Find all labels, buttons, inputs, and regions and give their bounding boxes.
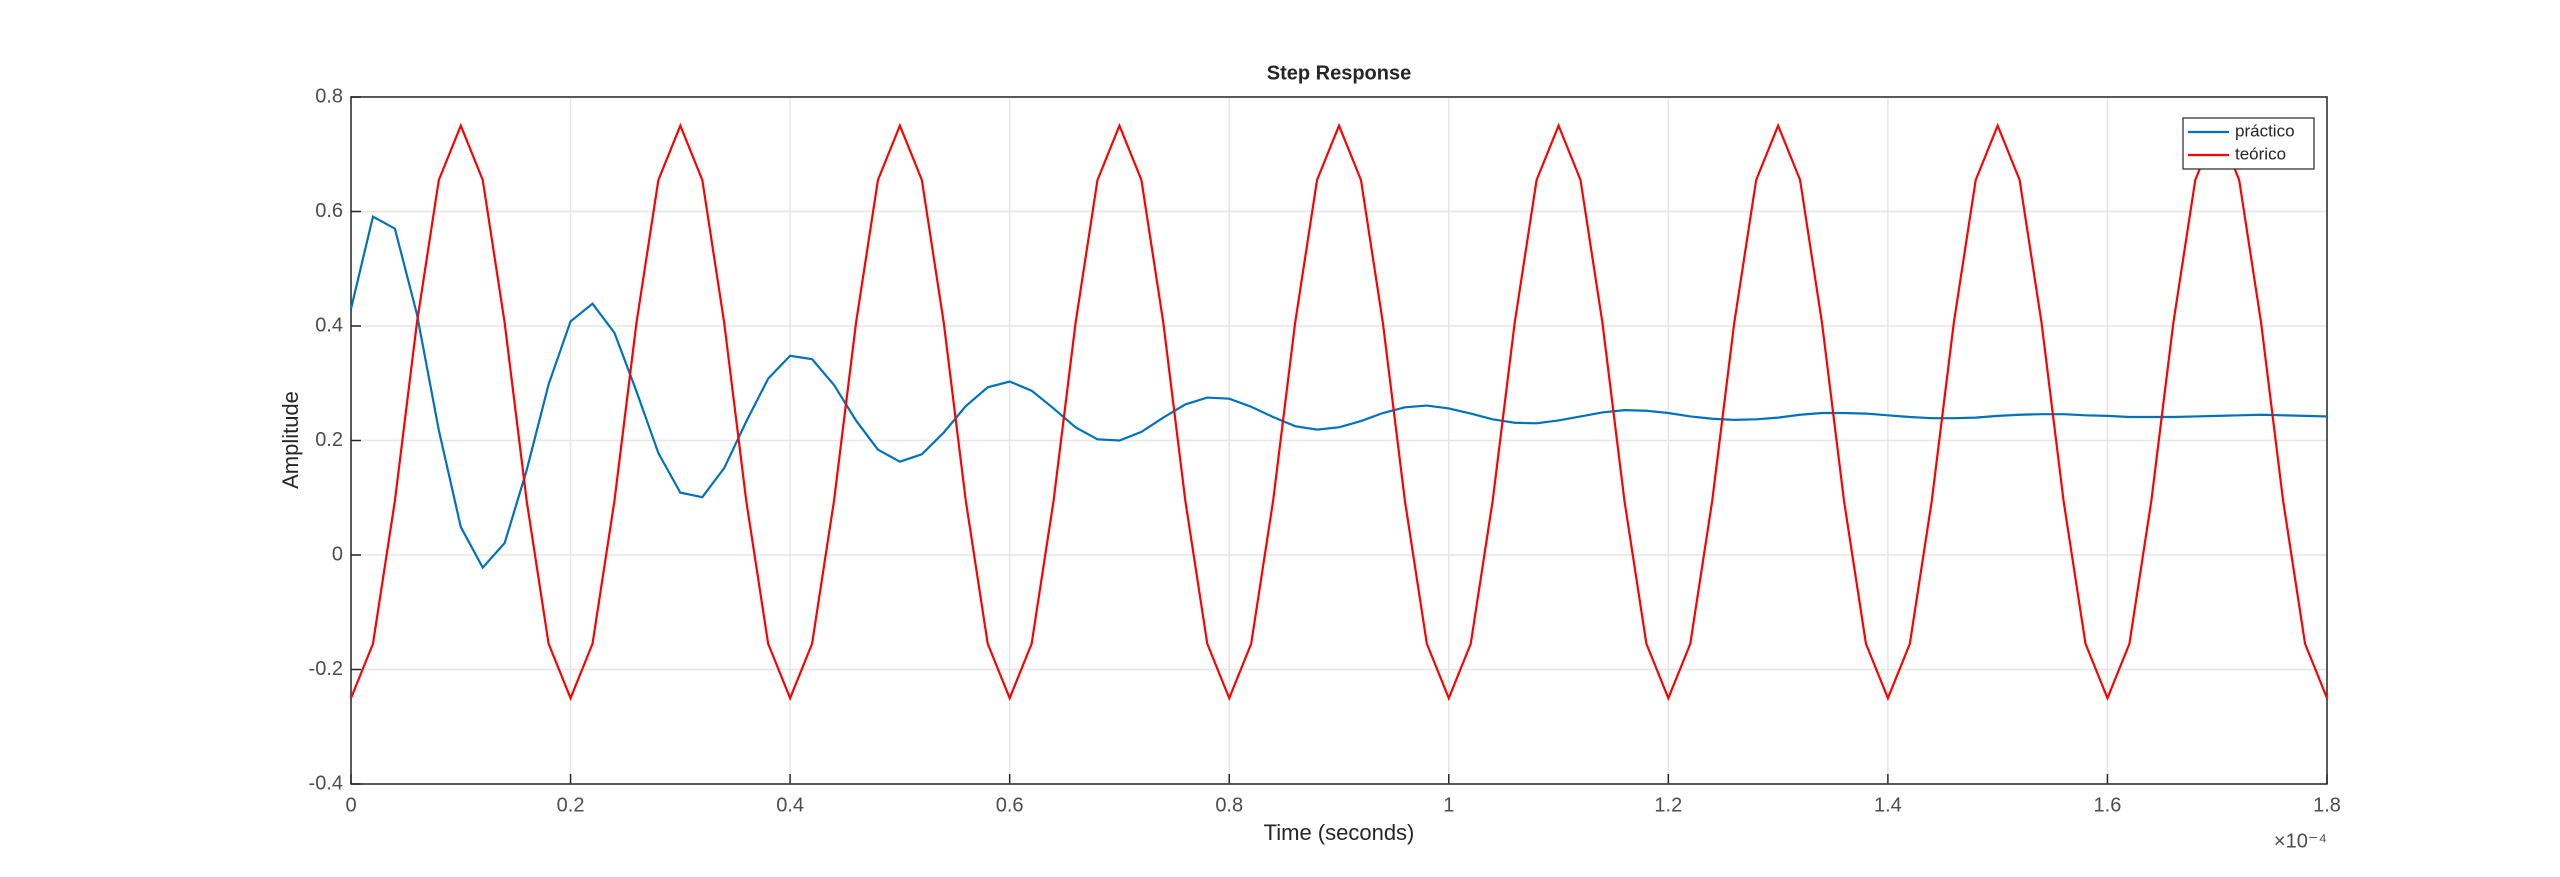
x-tick-label: 0.6 xyxy=(996,794,1024,816)
x-tick-label: 1 xyxy=(1443,794,1454,816)
y-axis-label: Amplitude xyxy=(278,391,303,489)
y-tick-label: -0.4 xyxy=(309,772,343,794)
y-tick-label: 0 xyxy=(332,543,343,565)
series-line xyxy=(349,214,2328,570)
x-tick-label: 0.2 xyxy=(557,794,585,816)
legend: práctico teórico xyxy=(2182,117,2315,170)
x-axis-label: Time (seconds) xyxy=(1264,820,1415,845)
x-exponent-label: ×10⁻⁴ xyxy=(2274,830,2327,852)
x-tick-label: 0 xyxy=(345,794,356,816)
x-tick-label: 1.6 xyxy=(2094,794,2122,816)
legend-box xyxy=(2182,117,2315,170)
y-tick-label: -0.2 xyxy=(309,658,343,680)
x-tick-label: 1.8 xyxy=(2313,794,2341,816)
y-tick-label: 0.8 xyxy=(315,85,343,107)
plot-frame xyxy=(350,96,2328,785)
y-tick-label: 0.6 xyxy=(315,200,343,222)
x-tick-label: 1.4 xyxy=(1874,794,1902,816)
chart-title: Step Response xyxy=(1267,62,1411,84)
x-tick-label: 1.2 xyxy=(1654,794,1682,816)
x-tick-label: 0.8 xyxy=(1215,794,1243,816)
x-tick-label: 0.4 xyxy=(776,794,804,816)
series-line xyxy=(349,122,2329,702)
y-tick-label: 0.4 xyxy=(315,314,343,336)
legend-label: teórico xyxy=(2235,144,2286,163)
legend-label: práctico xyxy=(2235,121,2295,140)
y-tick-label: 0.2 xyxy=(315,429,343,451)
